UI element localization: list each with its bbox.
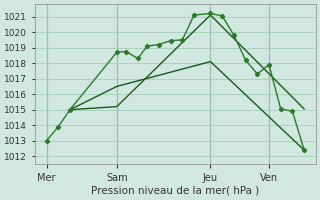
X-axis label: Pression niveau de la mer( hPa ): Pression niveau de la mer( hPa ) [91, 186, 260, 196]
